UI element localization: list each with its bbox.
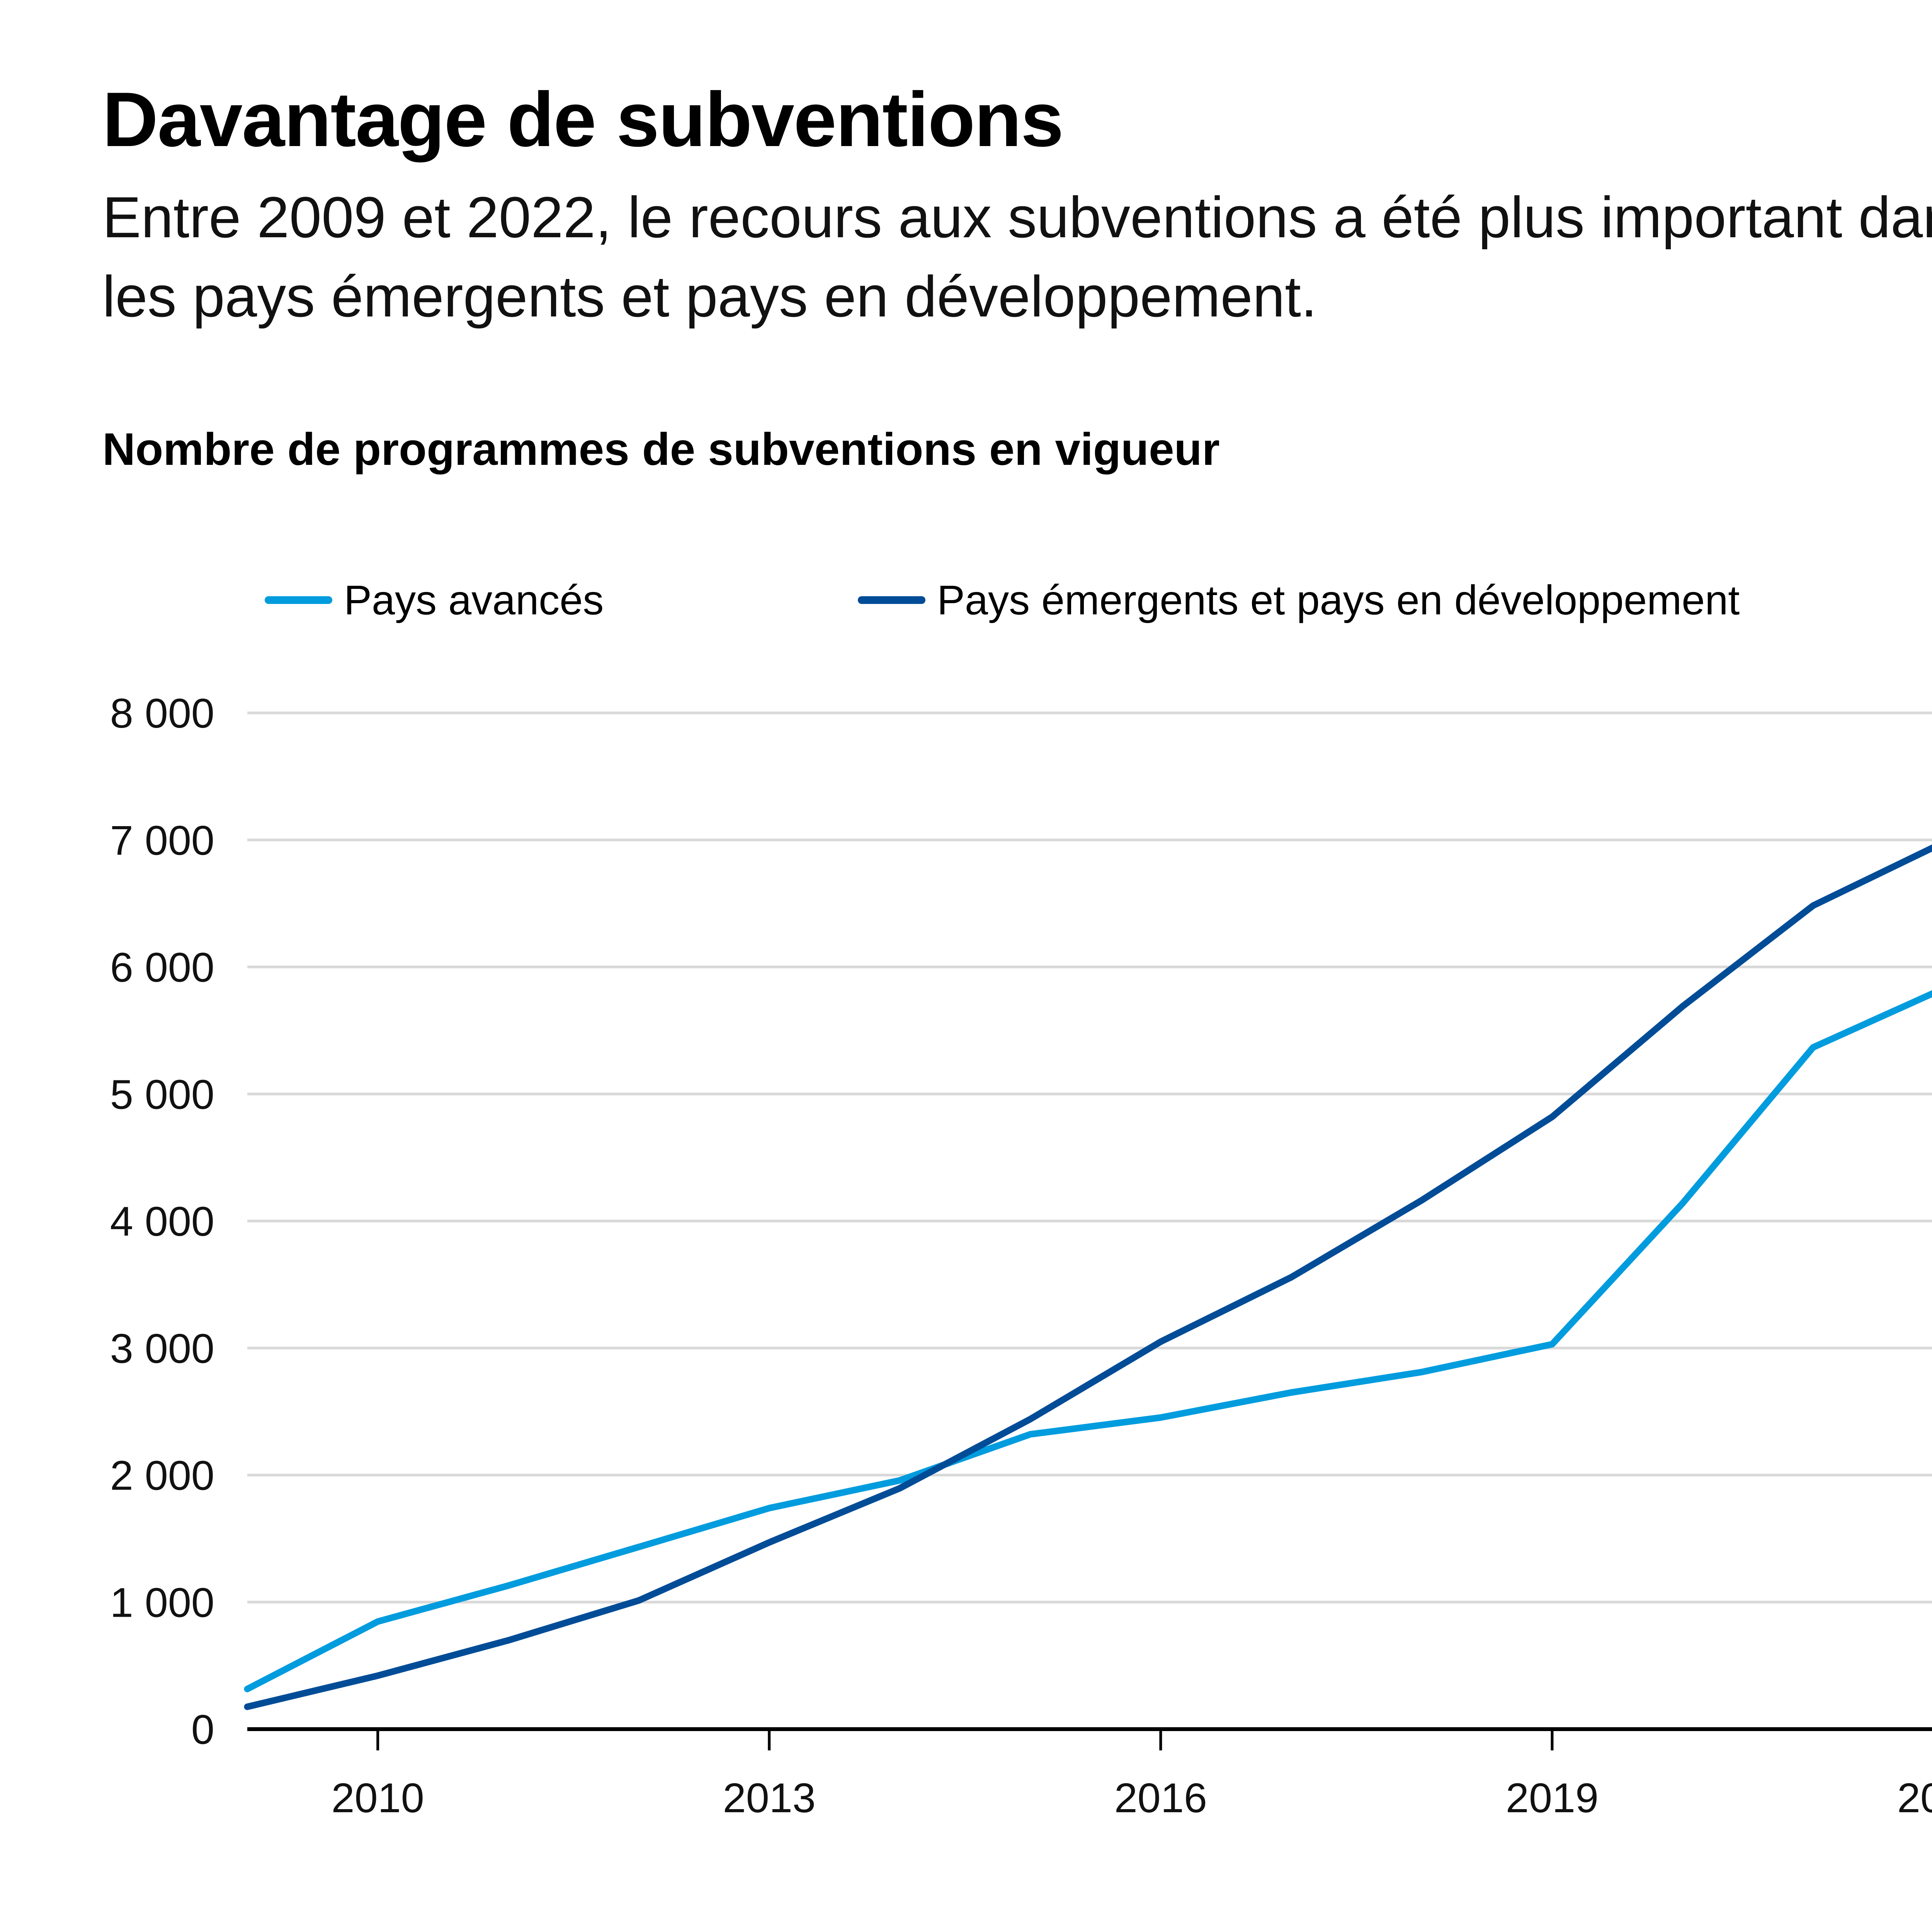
- y-tick-label: 4 000: [110, 1198, 214, 1245]
- x-tick-label: 2013: [723, 1774, 816, 1821]
- legend-item-advanced: Pays avancés: [265, 576, 604, 624]
- y-tick-label: 8 000: [110, 690, 214, 736]
- y-tick-label: 0: [191, 1706, 214, 1753]
- sources-note: Sources : Global Trade Alert ; calculs d…: [102, 1928, 1454, 1932]
- y-tick-label: 6 000: [110, 944, 214, 991]
- legend-swatch-advanced: [265, 596, 332, 604]
- y-tick-label: 1 000: [110, 1579, 214, 1626]
- series-line-emerging: [244, 844, 1932, 1710]
- x-tick-label: 2019: [1506, 1774, 1599, 1821]
- y-tick-label: 7 000: [110, 817, 214, 864]
- x-tick-label: 2022: [1897, 1774, 1932, 1821]
- series-line-advanced: [244, 990, 1932, 1692]
- legend-label-emerging: Pays émergents et pays en développement: [937, 577, 1740, 623]
- y-tick-label: 2 000: [110, 1452, 214, 1499]
- y-tick-label: 3 000: [110, 1325, 214, 1372]
- x-tick-label: 2010: [332, 1774, 424, 1821]
- page-title: Davantage de subventions: [102, 77, 1064, 163]
- chart-title: Nombre de programmes de subventions en v…: [102, 424, 1220, 475]
- y-tick-label: 5 000: [110, 1071, 214, 1117]
- footer: Sources : Global Trade Alert ; calculs d…: [102, 1928, 1454, 1932]
- legend-swatch-emerging: [858, 596, 925, 604]
- legend-label-advanced: Pays avancés: [344, 577, 604, 623]
- x-tick-label: 2016: [1114, 1774, 1207, 1821]
- legend-item-emerging: Pays émergents et pays en développement: [858, 576, 1740, 624]
- page-subtitle: Entre 2009 et 2022, le recours aux subve…: [102, 185, 1932, 329]
